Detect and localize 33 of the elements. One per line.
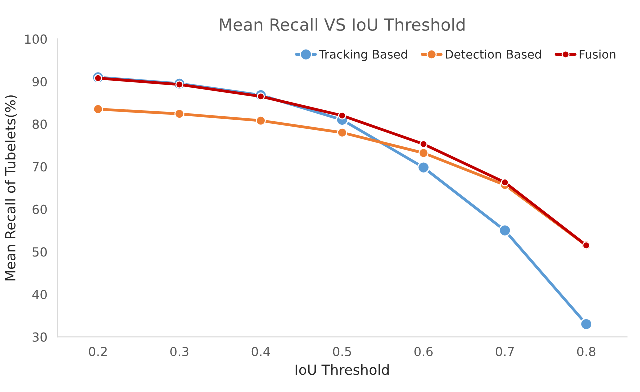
x-axis-title: IoU Threshold xyxy=(296,364,389,376)
y-tick-label: 60 xyxy=(32,204,48,214)
y-tick-label: 80 xyxy=(32,120,48,130)
point xyxy=(418,148,429,158)
point xyxy=(420,140,428,148)
point xyxy=(256,116,266,126)
x-tick-label: 0.4 xyxy=(252,347,270,357)
x-tick-label: 0.6 xyxy=(414,347,433,357)
y-tick-label: 70 xyxy=(32,162,48,172)
point xyxy=(93,104,104,114)
y-axis-title: Mean Recall of Tubelets(%) xyxy=(5,96,18,281)
x-tick-label: 0.3 xyxy=(170,347,189,357)
point xyxy=(580,318,593,330)
x-tick-label: 0.7 xyxy=(496,347,514,357)
legend-label: Detection Based xyxy=(446,50,542,59)
point xyxy=(337,128,348,138)
point xyxy=(501,178,510,187)
chart-title: Mean Recall VS IoU Threshold xyxy=(220,18,465,32)
y-tick-label: 90 xyxy=(32,77,48,87)
y-tick-label: 100 xyxy=(25,34,48,44)
point xyxy=(418,162,430,174)
x-tick-label: 0.5 xyxy=(333,347,352,357)
point xyxy=(174,109,185,120)
y-tick-label: 30 xyxy=(32,332,48,342)
x-tick-label: 0.8 xyxy=(577,347,596,357)
legend-label: Fusion xyxy=(580,50,616,59)
point xyxy=(338,112,346,120)
legend-label: Tracking Based xyxy=(319,50,408,62)
x-tick-label: 0.2 xyxy=(89,347,107,357)
point xyxy=(499,224,512,237)
point xyxy=(94,74,102,82)
y-tick-label: 50 xyxy=(32,247,48,257)
y-tick-label: 40 xyxy=(32,290,48,300)
